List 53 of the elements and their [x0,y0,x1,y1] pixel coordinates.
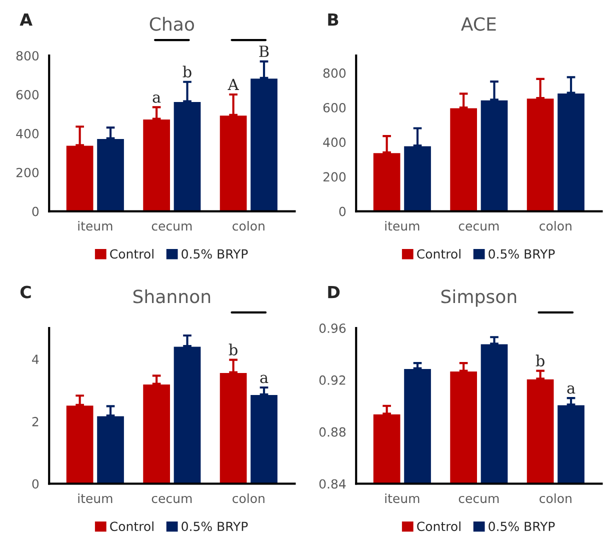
y-tick-label: 2 [32,416,38,426]
y-tick-label: 200 [323,172,346,182]
data-label: a [567,385,576,394]
y-tick-label: 0 [339,206,346,216]
y-tick-label: 4 [32,354,39,364]
data-label: a [260,374,268,384]
legend-label: 0.5% BRYP [488,522,555,532]
legend-label: Control [417,248,460,259]
chart-title: ACE [461,17,496,31]
y-tick-label: 400 [16,128,39,138]
legend-label: Control [110,248,154,259]
chart-title: Simpson [441,289,516,307]
y-tick-label: 200 [16,168,39,178]
x-tick-label: iteum [385,493,420,504]
chart-title: Chao [150,16,194,31]
y-tick-label: 0.96 [319,324,346,333]
x-tick-label: cecum [152,224,192,231]
text: C [20,286,31,298]
legend-label: Control [417,521,460,532]
data-label: a [152,94,161,103]
y-tick-label: 0.88 [319,427,346,437]
data-label: b [228,344,238,356]
y-tick-label: 400 [323,138,346,148]
legend-label: 0.5% BRYP [182,249,248,259]
y-tick-label: 0.84 [319,479,346,489]
text: A [20,14,32,26]
y-tick-label: 800 [16,51,39,61]
x-tick-label: cecum [458,224,499,231]
x-tick-label: cecum [152,496,192,504]
x-tick-label: iteum [78,221,112,231]
y-tick-label: 0.92 [319,375,346,385]
chart-title: Shannon [133,289,210,304]
x-tick-label: iteum [385,221,420,231]
text: D [328,286,340,298]
y-tick-label: 600 [16,90,39,100]
y-tick-label: 0 [32,479,39,489]
data-label: b [536,354,544,367]
x-tick-label: iteum [78,493,112,504]
x-tick-label: colon [232,221,264,231]
data-label: A [228,78,239,90]
y-tick-label: 800 [323,68,346,78]
y-tick-label: 600 [323,102,346,112]
x-tick-label: colon [232,493,264,504]
data-label: b [182,66,192,78]
y-tick-label: 0 [32,206,39,216]
text: B [328,14,338,26]
legend-label: 0.5% BRYP [488,249,555,259]
data-label: B [259,46,269,57]
x-tick-label: colon [540,493,572,504]
x-tick-label: colon [540,221,572,231]
legend-label: 0.5% BRYP [182,522,248,532]
legend-label: Control [110,521,154,532]
x-tick-label: cecum [458,496,499,504]
